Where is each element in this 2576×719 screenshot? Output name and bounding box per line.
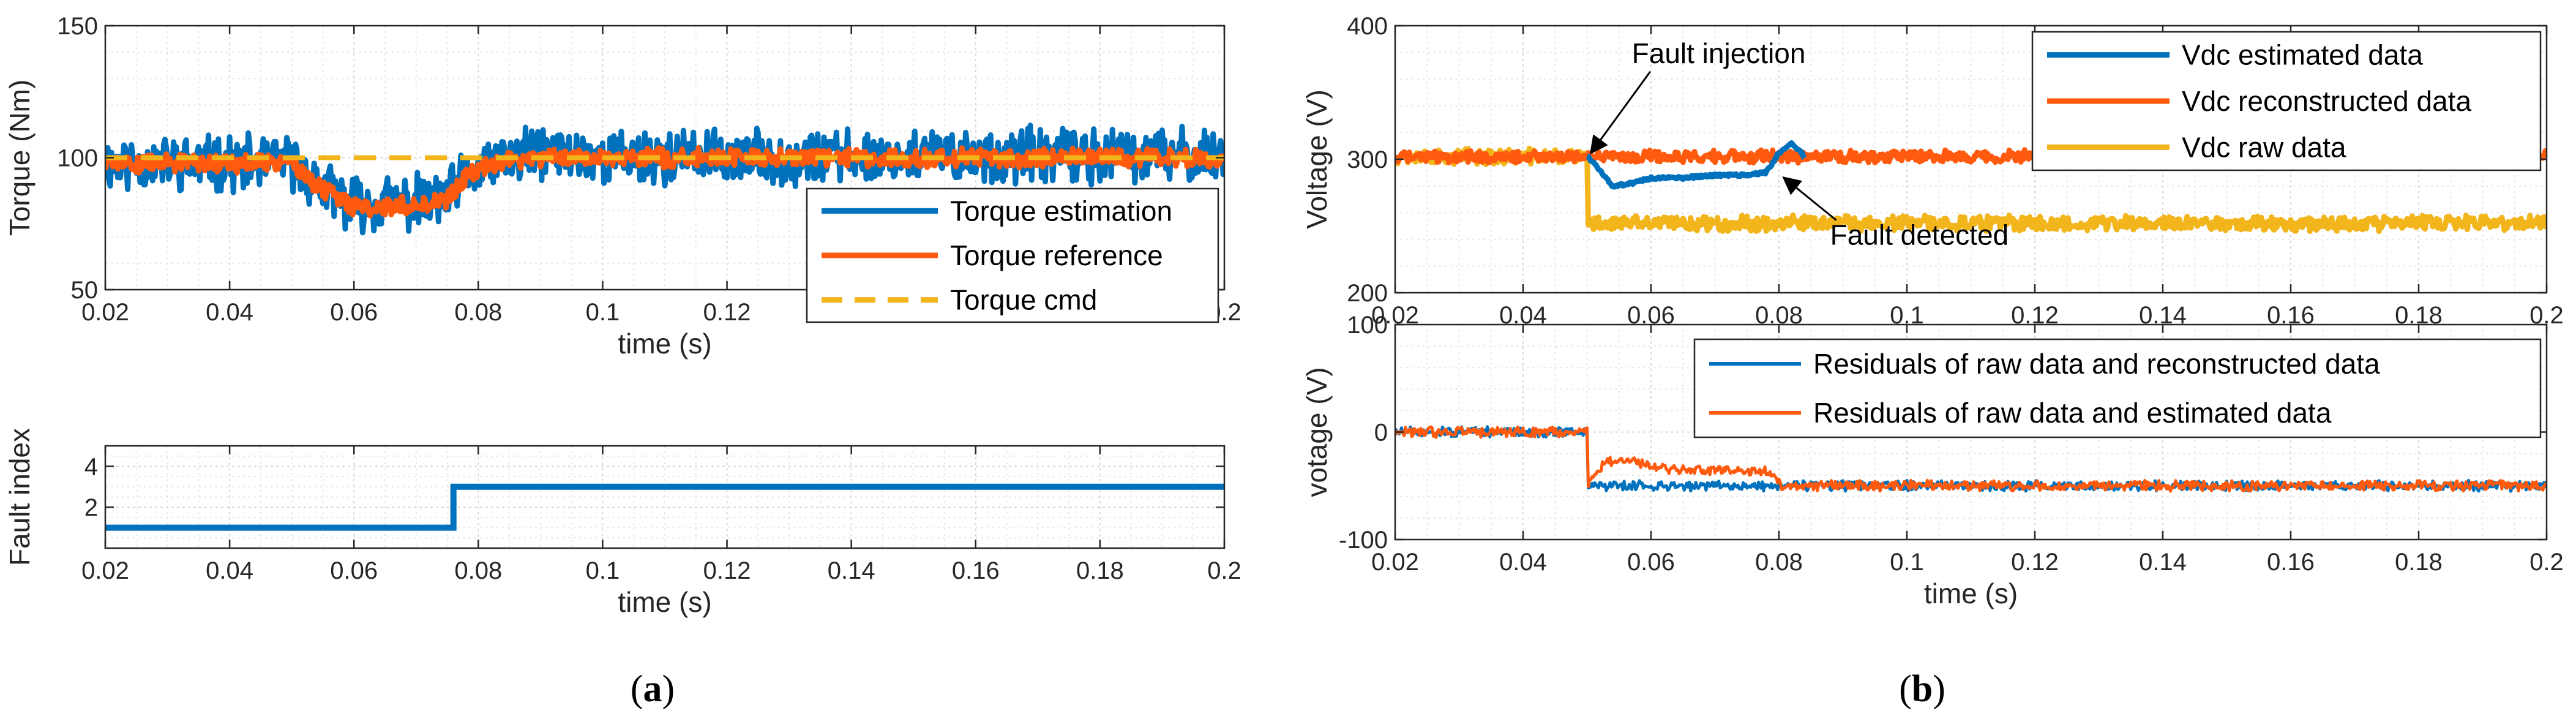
residuals-ytick-label: -100 [1339,527,1388,554]
residuals-xtick-label: 0.2 [2529,549,2564,576]
fault-index-xtick-label: 0.16 [952,557,1000,584]
torque-legend-label-2: Torque cmd [950,284,1097,316]
fault-index-xtick-label: 0.14 [828,557,875,584]
residuals-xtick-label: 0.14 [2139,549,2187,576]
voltage-ylabel: Voltage (V) [1301,89,1333,229]
voltage-ytick-label: 200 [1347,280,1388,307]
voltage-ytick-label: 300 [1347,146,1388,173]
fault-index-xtick-label: 0.06 [330,557,378,584]
fault-index-ytick-label: 4 [84,453,98,480]
residuals-xtick-label: 0.06 [1627,549,1675,576]
panel-a-close: ) [662,668,675,710]
fault-index-ylabel: Fault index [4,428,36,566]
torque-ytick-label: 150 [57,13,98,40]
torque-series-group [105,122,1224,236]
voltage-series-2 [1585,140,1807,190]
residuals-xlabel: time (s) [1924,578,2018,609]
residuals-xtick-label: 0.1 [1890,549,1924,576]
panel-b-letter: b [1912,668,1933,710]
fault-index-ytick-label: 2 [84,494,98,521]
annotation-arrow-0 [1589,71,1651,155]
torque-xtick-label: 0.1 [586,299,620,326]
torque-chart: 0.020.040.060.080.10.120.140.160.180.250… [4,13,1241,360]
torque-legend-label-1: Torque reference [950,239,1163,271]
residuals-chart: 0.02 0.04 0.06 0.08 0.1 0.12 0.14 0.16 0.18 0.2 -1… [1301,312,2564,609]
fault-index-xtick-label: 0.18 [1076,557,1124,584]
annotation-label-1: Fault detected [1830,219,2009,251]
fault-index-chart: 0.02 0.04 0.06 0.08 0.1 0.12 0.14 0.16 0.18 0.2 2 4… [4,428,1241,618]
torque-ylabel: Torque (Nm) [4,80,36,236]
voltage-legend-label-2: Vdc raw data [2182,131,2346,163]
fault-index-xlabel: time (s) [618,586,711,618]
residuals-ytick-label: 100 [1347,312,1388,339]
fault-index-ticks: 0.02 0.04 0.06 0.08 0.1 0.12 0.14 0.16 0.18 0.2 2 4 [81,446,1241,584]
annotation-label-0: Fault injection [1632,37,1806,69]
annotation-arrow-1 [1782,176,1837,221]
residuals-xtick-label: 0.08 [1755,549,1803,576]
residuals-series-group [1395,425,2547,493]
fault-index-series-group [105,483,1224,531]
residuals-legend: Residuals of raw data and reconstructed … [1693,338,2542,439]
panel-a-open: ( [631,668,643,710]
voltage-chart: 0.02 0.04 0.06 0.08 0.1 0.12 0.14 0.16 0.18 0.220… [1301,13,2564,363]
torque-ytick-label: 100 [57,145,98,172]
fault-index-series-0 [105,483,1224,531]
torque-legend-label-0: Torque estimation [950,195,1172,227]
fault-index-xtick-label: 0.08 [454,557,502,584]
residuals-legend-box [1693,338,2542,439]
torque-ytick-label: 50 [71,277,99,304]
voltage-legend: Vdc estimated data Vdc reconstructed data… [2031,31,2542,171]
panel-a-letter: a [643,668,662,710]
voltage-legend-label-0: Vdc estimated data [2182,39,2423,71]
residuals-xtick-label: 0.12 [2011,549,2059,576]
residuals-xtick-label: 0.02 [1371,549,1419,576]
residuals-legend-label-0: Residuals of raw data and reconstructed … [1813,348,2380,380]
residuals-series-1 [1395,425,2547,493]
panel-label-b: (b) [1899,668,1945,710]
panel-label-a: (a) [631,668,675,710]
torque-xtick-label: 0.04 [206,299,253,326]
residuals-xtick-label: 0.18 [2395,549,2443,576]
torque-xlabel: time (s) [618,328,711,360]
panel-b-open: ( [1899,668,1912,710]
residuals-ytick-label: 0 [1374,420,1388,446]
voltage-ytick-label: 400 [1347,13,1388,40]
fault-index-xtick-label: 0.02 [81,557,129,584]
fault-index-xtick-label: 0.2 [1207,557,1241,584]
residuals-ylabel: votage (V) [1301,367,1333,497]
panel-b-close: ) [1933,668,1945,710]
fault-index-xtick-label: 0.12 [703,557,751,584]
residuals-xtick-label: 0.16 [2267,549,2315,576]
residuals-xtick-label: 0.04 [1499,549,1547,576]
fault-index-xtick-label: 0.04 [206,557,253,584]
torque-legend: Torque estimation Torque reference Torque … [806,187,1219,323]
residuals-legend-label-1: Residuals of raw data and estimated data [1813,397,2332,429]
torque-xtick-label: 0.08 [454,299,502,326]
fault-index-xtick-label: 0.1 [586,557,620,584]
torque-xtick-label: 0.02 [81,299,129,326]
fault-index-axes-box [104,445,1226,549]
voltage-legend-label-1: Vdc reconstructed data [2182,85,2471,117]
residuals-ticks: 0.02 0.04 0.06 0.08 0.1 0.12 0.14 0.16 0.18 0.2 -1… [1339,312,2564,576]
torque-xtick-label: 0.06 [330,299,378,326]
torque-xtick-label: 0.12 [703,299,751,326]
